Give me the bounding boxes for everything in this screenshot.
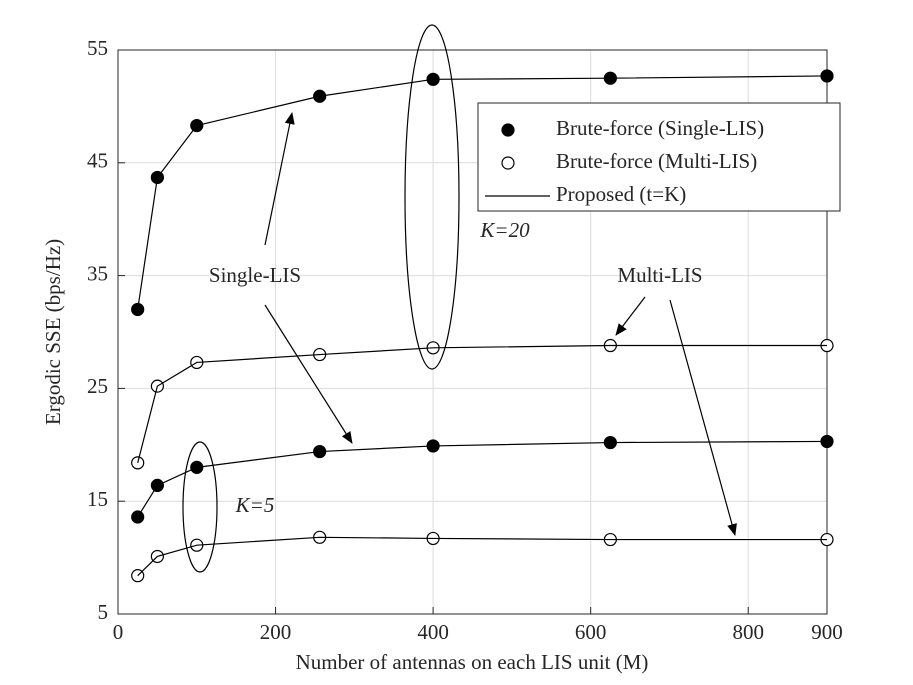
line (137, 440, 828, 518)
arrow (615, 296, 646, 336)
y-tick-label: 25 (87, 374, 108, 398)
y-axis-label: Ergodic SSE (bps/Hz) (41, 239, 65, 425)
arrow (264, 304, 353, 444)
y-tick-label: 55 (87, 36, 108, 60)
legend-swatch (501, 123, 515, 137)
x-tick-label: 800 (732, 620, 764, 644)
legend-label: Proposed (t=K) (556, 182, 686, 206)
line (137, 75, 828, 310)
annotations: Single-LIS Multi-LIS K=20 K=5 (182, 24, 737, 573)
x-tick-label: 900 (811, 620, 843, 644)
legend-swatch (501, 156, 515, 170)
y-tick-label: 15 (87, 487, 108, 511)
ellipse (404, 24, 460, 370)
x-axis-label: Number of antennas on each LIS unit (M) (296, 650, 649, 674)
y-tick-label: 35 (87, 261, 108, 285)
line (137, 344, 827, 463)
legend-box (477, 102, 841, 212)
x-tick-label: 200 (260, 620, 292, 644)
x-tick-label: 400 (417, 620, 449, 644)
line (137, 536, 827, 577)
arrow (264, 112, 295, 246)
annotation: K=5 (235, 493, 275, 517)
legend-label: Brute-force (Single-LIS) (556, 116, 764, 140)
annotation: Multi-LIS (617, 263, 702, 287)
arrow (669, 299, 737, 536)
annotation: Single-LIS (209, 263, 301, 287)
y-tick-label: 45 (87, 149, 108, 173)
y-tick-label: 5 (98, 600, 109, 624)
x-tick-label: 600 (575, 620, 607, 644)
legend-label: Brute-force (Multi-LIS) (556, 149, 757, 173)
ellipse (182, 441, 218, 573)
plot-frame (117, 49, 828, 615)
x-tick-label: 0 (113, 620, 124, 644)
annotation: K=20 (479, 218, 530, 242)
